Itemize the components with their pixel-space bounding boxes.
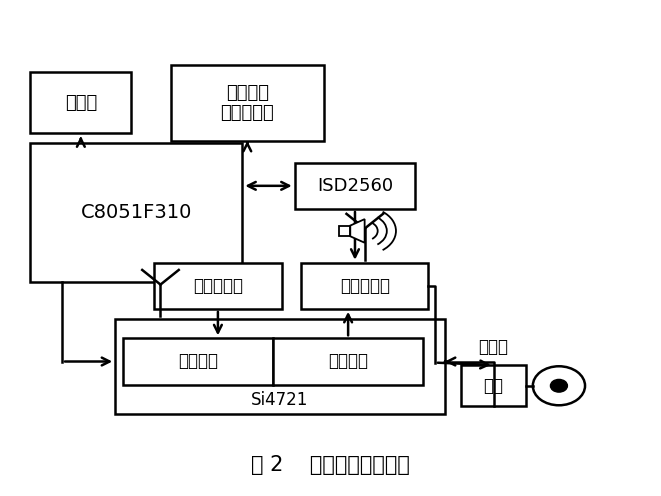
Bar — [115, 319, 445, 414]
Text: 开启危险
报警闪光灯: 开启危险 报警闪光灯 — [220, 83, 274, 123]
Text: 发送模块: 发送模块 — [328, 352, 368, 371]
Text: Si4721: Si4721 — [251, 391, 309, 409]
Text: 运放: 运放 — [484, 377, 504, 395]
Bar — [171, 65, 324, 141]
Bar — [154, 262, 282, 309]
Bar — [123, 338, 273, 384]
Polygon shape — [350, 219, 365, 243]
Polygon shape — [339, 226, 350, 236]
Bar — [30, 72, 132, 133]
Circle shape — [551, 379, 567, 392]
Text: 麦克风: 麦克风 — [479, 338, 509, 356]
Bar — [30, 143, 243, 282]
Text: C8051F310: C8051F310 — [81, 203, 192, 222]
Bar — [301, 262, 428, 309]
Bar — [273, 338, 423, 384]
Text: 功率放大器: 功率放大器 — [340, 277, 390, 295]
Text: 显示屏: 显示屏 — [65, 94, 97, 112]
Bar — [295, 163, 415, 209]
Text: ISD2560: ISD2560 — [317, 177, 393, 195]
Bar — [461, 365, 526, 407]
Text: 图 2    系统总体设计框图: 图 2 系统总体设计框图 — [251, 455, 410, 475]
Text: 音频放大器: 音频放大器 — [193, 277, 243, 295]
Text: 接收模块: 接收模块 — [178, 352, 218, 371]
